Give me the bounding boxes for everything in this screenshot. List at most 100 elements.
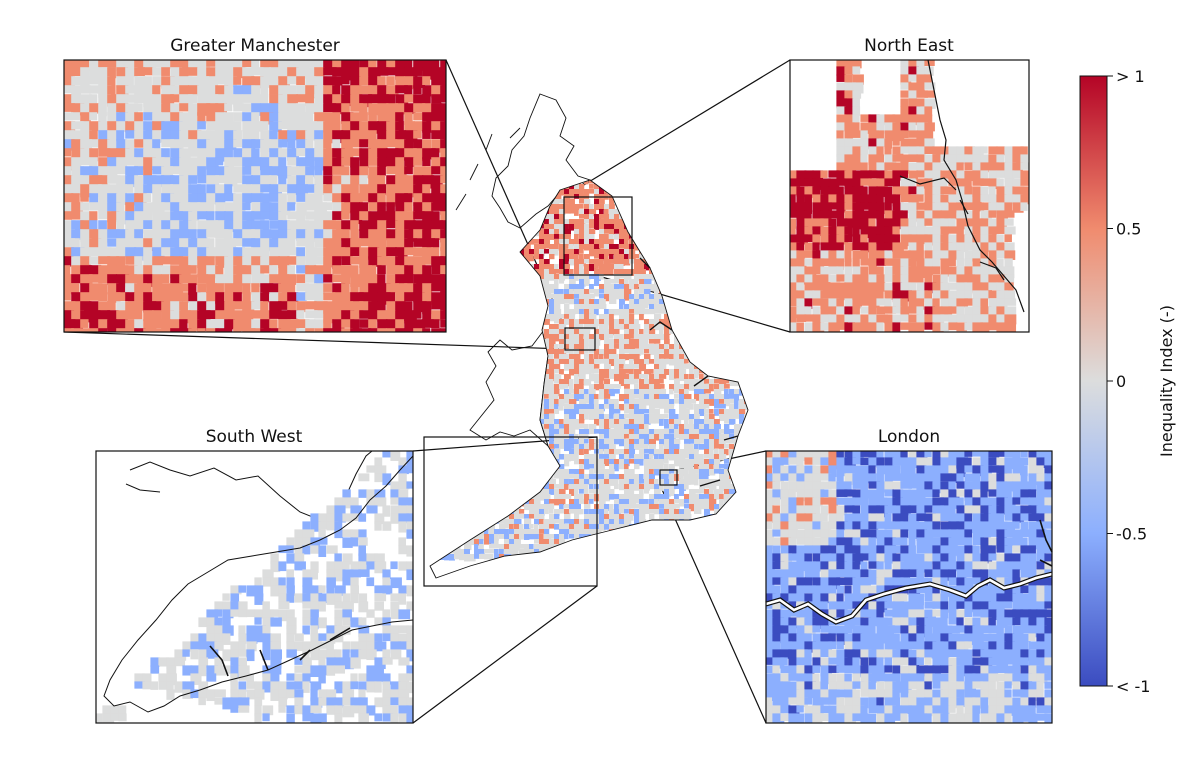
area-cell — [664, 234, 672, 239]
area-cell — [579, 224, 587, 230]
area-cell — [564, 199, 570, 204]
area-cell — [474, 329, 481, 337]
area-cell — [434, 499, 440, 507]
area-cell — [714, 359, 721, 366]
area-cell — [674, 504, 680, 509]
area-cell — [449, 314, 454, 322]
area-cell — [714, 429, 721, 435]
area-cell — [569, 289, 574, 295]
area-cell — [431, 60, 440, 68]
area-cell — [489, 239, 496, 245]
area-cell — [714, 389, 722, 397]
area-cell — [574, 284, 580, 291]
area-cell — [719, 199, 727, 206]
area-cell — [449, 379, 457, 385]
area-cell — [554, 444, 560, 449]
area-cell — [499, 274, 504, 281]
area-cell — [619, 204, 626, 212]
area-cell — [549, 489, 555, 495]
area-cell — [749, 384, 755, 390]
area-cell — [744, 374, 748, 381]
area-cell — [564, 334, 571, 341]
area-cell — [430, 474, 436, 482]
area-cell — [544, 244, 552, 249]
area-cell — [188, 85, 199, 96]
area-cell — [534, 384, 542, 390]
area-cell — [749, 289, 756, 296]
area-cell — [699, 259, 704, 266]
area-cell — [579, 244, 585, 250]
area-cell — [649, 509, 655, 514]
area-cell — [749, 464, 756, 470]
area-cell — [709, 319, 714, 326]
area-cell — [624, 384, 630, 389]
area-cell — [604, 429, 611, 436]
area-cell — [699, 194, 706, 200]
area-cell — [644, 549, 651, 555]
area-cell — [215, 103, 227, 116]
area-cell — [529, 284, 535, 292]
area-cell — [539, 519, 544, 525]
area-cell — [684, 474, 691, 481]
area-cell — [539, 494, 547, 501]
area-cell — [744, 269, 748, 276]
area-cell — [579, 379, 584, 385]
area-cell — [634, 389, 642, 395]
area-cell — [649, 319, 657, 326]
area-cell — [564, 519, 572, 524]
area-cell — [574, 379, 581, 385]
area-cell — [422, 76, 431, 86]
area-cell — [554, 494, 561, 500]
area-cell — [724, 189, 731, 196]
area-cell — [469, 329, 476, 335]
area-cell — [489, 494, 495, 501]
area-cell — [430, 539, 434, 546]
area-cell — [569, 244, 574, 252]
area-cell — [734, 234, 741, 241]
area-cell — [489, 299, 497, 305]
area-cell — [619, 239, 626, 247]
area-cell — [544, 319, 550, 325]
area-cell — [649, 274, 655, 281]
area-cell — [589, 299, 596, 307]
area-cell — [422, 130, 431, 139]
area-cell — [434, 544, 442, 551]
area-cell — [749, 389, 756, 396]
area-cell — [80, 130, 92, 140]
area-cell — [459, 404, 466, 411]
area-cell — [689, 334, 696, 340]
area-cell — [424, 359, 429, 366]
area-cell — [729, 554, 735, 561]
area-cell — [459, 244, 467, 251]
area-cell — [754, 434, 761, 440]
area-cell — [454, 239, 460, 245]
area-cell — [719, 359, 726, 366]
area-cell — [233, 139, 244, 148]
area-cell — [654, 549, 662, 556]
area-cell — [579, 314, 584, 322]
area-cell — [314, 103, 324, 113]
area-cell — [649, 554, 655, 559]
area-cell — [449, 259, 457, 265]
area-cell — [724, 514, 730, 521]
area-cell — [614, 319, 620, 325]
area-cell — [161, 139, 175, 148]
area-cell — [644, 279, 652, 286]
area-cell — [479, 514, 486, 519]
area-cell — [604, 424, 611, 430]
area-cell — [694, 384, 702, 392]
area-cell — [434, 534, 440, 542]
area-cell — [694, 549, 702, 555]
area-cell — [724, 369, 730, 374]
area-cell — [609, 299, 617, 304]
area-cell — [599, 469, 606, 477]
area-cell — [269, 60, 280, 70]
area-cell — [544, 249, 550, 254]
area-cell — [484, 449, 491, 454]
area-cell — [619, 349, 625, 355]
area-cell — [659, 444, 664, 451]
area-cell — [654, 319, 662, 327]
area-cell — [699, 214, 706, 220]
area-cell — [739, 354, 746, 360]
area-cell — [554, 484, 560, 489]
